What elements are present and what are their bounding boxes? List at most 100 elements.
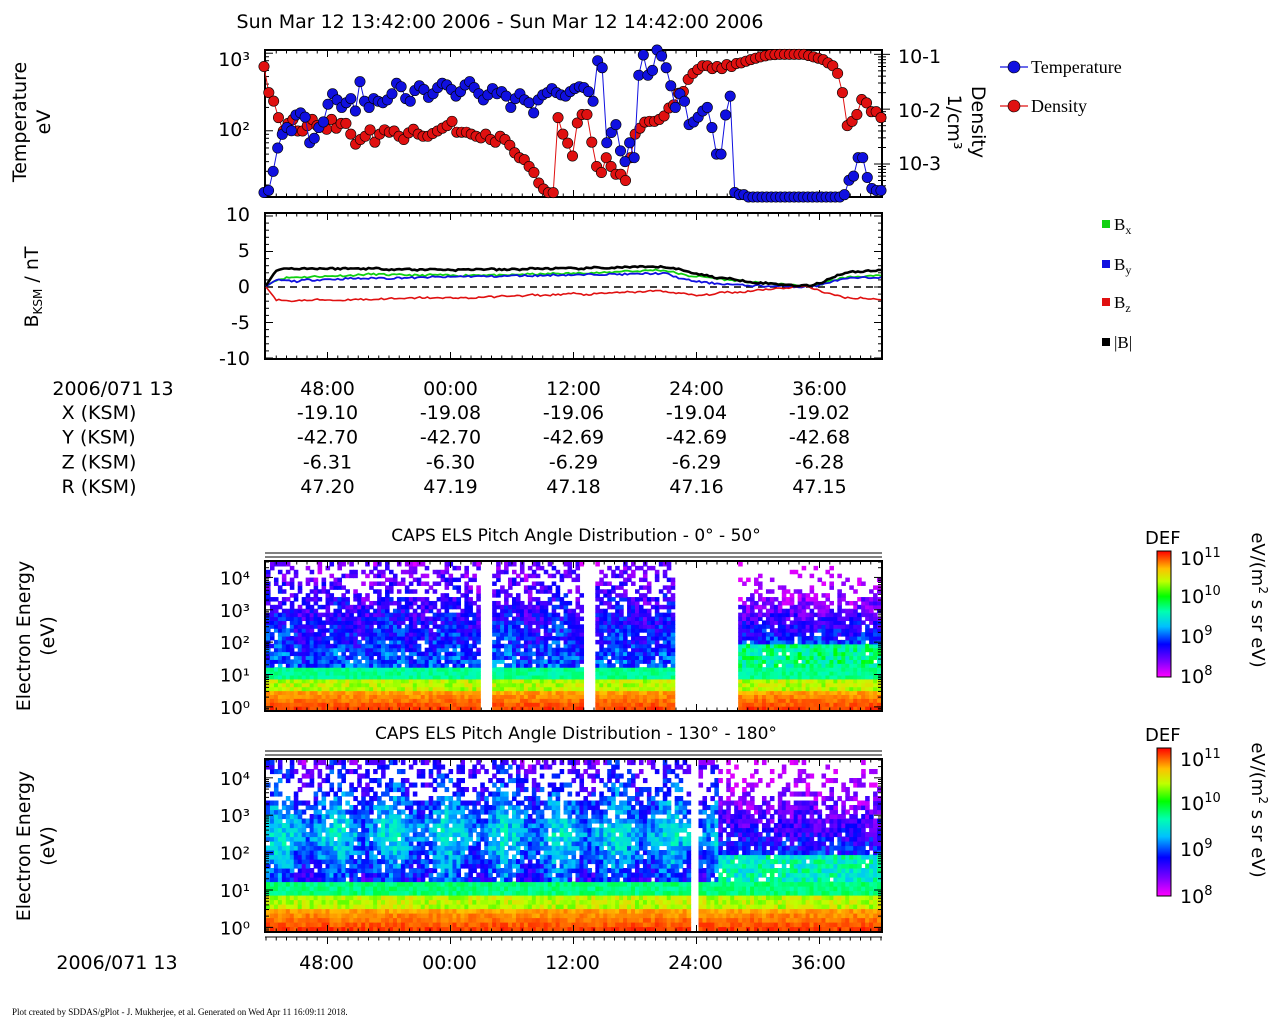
spectrogram-cell bbox=[841, 671, 846, 676]
spectrogram-cell bbox=[515, 597, 521, 602]
spectrogram-cell bbox=[523, 698, 529, 703]
spectrogram-cell bbox=[385, 565, 390, 571]
density-point bbox=[595, 166, 607, 178]
spectrogram-cell bbox=[869, 597, 874, 602]
spectrogram-cell bbox=[849, 659, 854, 664]
spectrogram-cell bbox=[761, 639, 767, 645]
spectrogram-cell bbox=[821, 702, 827, 707]
spectrogram-cell bbox=[269, 686, 275, 692]
spectrogram-cell bbox=[408, 655, 414, 660]
spectrogram-cell bbox=[440, 655, 446, 660]
spectrogram-cell bbox=[281, 562, 287, 567]
spectrogram-cell bbox=[305, 616, 311, 622]
spectrogram-cell bbox=[773, 632, 779, 637]
spectrogram-cell bbox=[369, 663, 374, 668]
spectrogram-cell bbox=[313, 581, 319, 586]
spectrogram-cell bbox=[809, 597, 815, 602]
spectrogram-cell bbox=[809, 632, 815, 637]
spectrogram-cell bbox=[670, 659, 676, 664]
spectrogram-cell bbox=[337, 639, 342, 645]
spectrogram-cell bbox=[611, 636, 616, 641]
spectrogram-cell bbox=[396, 671, 402, 676]
spectrogram-cell bbox=[670, 694, 676, 699]
spectrogram-cell bbox=[444, 562, 450, 567]
spectrogram-cell bbox=[297, 690, 303, 696]
spectrogram-cell bbox=[492, 604, 497, 610]
spectrogram-cell bbox=[631, 643, 636, 649]
spectrogram-cell bbox=[460, 573, 465, 579]
spectrogram-cell bbox=[333, 647, 339, 653]
spectrogram-cell bbox=[551, 651, 557, 657]
spectrogram-cell bbox=[670, 678, 676, 684]
spectrogram-cell bbox=[746, 678, 751, 684]
spectrogram-cell bbox=[436, 678, 442, 684]
spectrogram-cell bbox=[436, 639, 442, 645]
spectrogram-cell bbox=[809, 702, 815, 707]
spectrogram-cell bbox=[492, 690, 497, 696]
spectrogram-cell bbox=[420, 671, 426, 676]
spectrogram-cell bbox=[738, 674, 743, 680]
spectrogram-cell bbox=[631, 616, 636, 622]
spectrogram-cell bbox=[301, 667, 307, 672]
spectrogram-cell bbox=[662, 674, 668, 680]
spectrogram-cell bbox=[464, 702, 469, 707]
spectrogram-cell bbox=[400, 655, 406, 660]
spectrogram-cell bbox=[599, 632, 604, 637]
spectrogram-cell bbox=[857, 667, 862, 672]
spectrogram-cell bbox=[365, 647, 370, 653]
spectrogram-cell bbox=[444, 706, 450, 711]
spectrogram-cell bbox=[773, 647, 779, 653]
spectrogram-cell bbox=[321, 647, 327, 653]
spectrogram-cell bbox=[611, 686, 616, 692]
ephemeris-value: -19.08 bbox=[420, 402, 481, 424]
spectrogram-cell bbox=[623, 597, 628, 602]
spectrogram-cell bbox=[777, 674, 783, 680]
spectrogram-cell bbox=[337, 616, 342, 622]
spectrogram-cell bbox=[460, 624, 465, 629]
spectrogram-cell bbox=[595, 616, 600, 622]
spectrogram-cell bbox=[825, 690, 831, 696]
spectrogram-cell bbox=[285, 671, 291, 676]
spectrogram-cell bbox=[563, 690, 569, 696]
spectrogram-cell bbox=[523, 620, 529, 625]
spectrogram-cell bbox=[599, 620, 604, 625]
spectrogram-cell bbox=[452, 667, 458, 672]
spectrogram-cell bbox=[599, 671, 604, 676]
spectrogram-cell bbox=[321, 690, 327, 696]
spectrogram-cell bbox=[809, 647, 815, 653]
spectrogram-cell bbox=[817, 674, 823, 680]
spectrogram-cell bbox=[377, 674, 382, 680]
temperature-point bbox=[299, 111, 311, 123]
spectrogram-cell bbox=[531, 585, 537, 590]
spectrogram-cell bbox=[301, 632, 307, 637]
spectrogram-cell bbox=[551, 636, 557, 641]
spectrogram-cell bbox=[464, 686, 469, 692]
spectrogram-cell bbox=[841, 616, 846, 622]
spectrogram-cell bbox=[273, 647, 279, 653]
spectrogram-cell bbox=[853, 686, 858, 692]
spectrogram-cell bbox=[273, 651, 279, 657]
spectrogram-cell bbox=[623, 577, 628, 583]
spectrogram-cell bbox=[460, 636, 465, 641]
spectrogram-cell bbox=[519, 608, 525, 614]
spectrogram-cell bbox=[841, 643, 846, 649]
spectrogram-cell bbox=[777, 636, 783, 641]
spectrogram-cell bbox=[638, 659, 644, 664]
spectrogram-cell bbox=[361, 663, 366, 668]
spectrogram-cell bbox=[329, 706, 335, 711]
spectrogram-cell bbox=[345, 632, 350, 637]
spectrogram-cell bbox=[761, 667, 767, 672]
spectrogram-cell bbox=[361, 671, 366, 676]
spectrogram-cell bbox=[349, 573, 354, 579]
spectrogram-cell bbox=[277, 585, 283, 590]
spectrogram-cell bbox=[623, 655, 628, 660]
spectrogram-cell bbox=[607, 667, 612, 672]
spectrogram-cell bbox=[329, 624, 335, 629]
density-point bbox=[557, 128, 569, 140]
spectrogram-cell bbox=[642, 702, 648, 707]
spectrogram-cell bbox=[508, 581, 513, 586]
spectrogram-cell bbox=[623, 682, 628, 688]
spectrogram-cell bbox=[500, 624, 505, 629]
spectrogram-cell bbox=[345, 674, 350, 680]
spectrogram-cell bbox=[738, 667, 743, 672]
